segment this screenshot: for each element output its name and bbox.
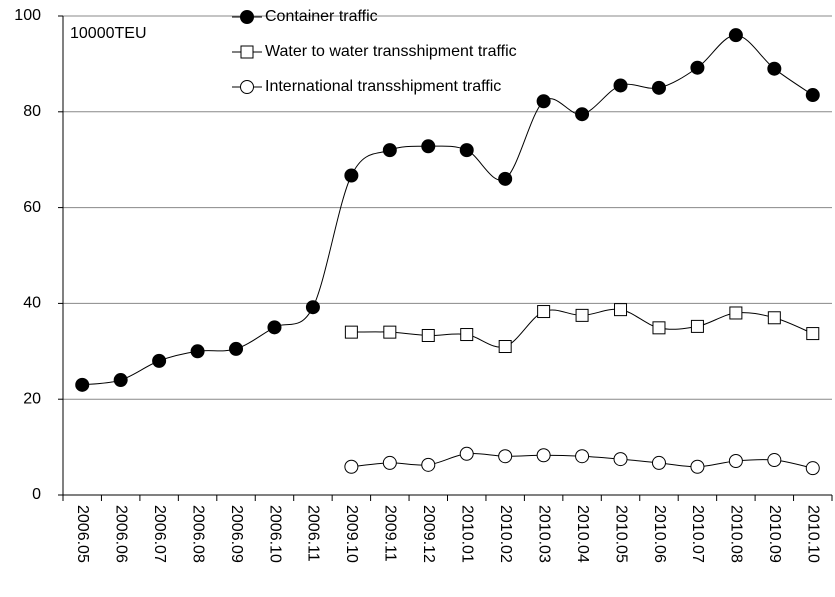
y-tick-label: 20	[23, 390, 41, 407]
x-tick-label: 2006.05	[74, 505, 91, 563]
marker	[75, 377, 90, 392]
y-tick-label: 100	[14, 7, 41, 24]
marker	[652, 321, 666, 335]
marker	[536, 448, 551, 463]
marker	[575, 107, 590, 122]
marker	[240, 10, 254, 24]
x-tick-label: 2010.07	[689, 505, 706, 563]
x-tick-label: 2010.03	[535, 505, 552, 563]
marker	[498, 449, 513, 464]
marker	[728, 28, 743, 43]
marker	[767, 311, 781, 325]
marker	[613, 78, 628, 93]
x-tick-label: 2006.07	[151, 505, 168, 563]
marker	[690, 459, 705, 474]
x-tick-label: 2006.10	[266, 505, 283, 563]
series-line	[82, 34, 814, 386]
marker	[651, 455, 666, 470]
marker	[344, 459, 359, 474]
marker	[344, 325, 358, 339]
marker	[344, 168, 359, 183]
legend-label: Container traffic	[265, 8, 378, 25]
marker	[152, 353, 167, 368]
marker	[421, 457, 436, 472]
marker	[459, 446, 474, 461]
marker	[113, 373, 128, 388]
x-tick-label: 2010.04	[574, 505, 591, 563]
marker	[383, 325, 397, 339]
marker	[729, 306, 743, 320]
marker	[690, 319, 704, 333]
marker	[575, 449, 590, 464]
marker	[382, 143, 397, 158]
legend-label: Water to water transshipment traffic	[265, 43, 517, 60]
marker	[536, 94, 551, 109]
marker	[767, 453, 782, 468]
marker	[267, 320, 282, 335]
marker	[767, 61, 782, 76]
marker	[190, 344, 205, 359]
marker	[460, 328, 474, 342]
x-tick-label: 2010.06	[651, 505, 668, 563]
marker	[421, 328, 435, 342]
y-tick-label: 80	[23, 103, 41, 120]
marker	[498, 340, 512, 354]
x-tick-label: 2010.05	[612, 505, 629, 563]
y-tick-label: 60	[23, 199, 41, 216]
x-tick-label: 2010.10	[805, 505, 822, 563]
x-tick-label: 2010.08	[728, 505, 745, 563]
marker	[613, 452, 628, 467]
marker	[805, 461, 820, 476]
marker	[537, 305, 551, 319]
x-tick-label: 2006.06	[112, 505, 129, 563]
x-tick-label: 2006.11	[305, 505, 322, 562]
marker	[305, 300, 320, 315]
legend-label: International transshipment traffic	[265, 78, 501, 95]
x-tick-label: 2009.11	[382, 505, 399, 562]
x-tick-label: 2009.10	[343, 505, 360, 563]
y-tick-label: 40	[23, 295, 41, 312]
x-tick-label: 2010.01	[458, 505, 475, 563]
marker	[805, 88, 820, 103]
y-axis-label: 10000TEU	[70, 25, 147, 42]
marker	[240, 80, 254, 94]
marker	[459, 143, 474, 158]
x-tick-label: 2006.09	[228, 505, 245, 563]
x-tick-label: 2010.02	[497, 505, 514, 563]
marker	[382, 455, 397, 470]
marker	[690, 60, 705, 75]
marker	[614, 303, 628, 317]
marker	[651, 80, 666, 95]
marker	[728, 453, 743, 468]
marker	[229, 341, 244, 356]
marker	[575, 308, 589, 322]
marker	[498, 171, 513, 186]
x-tick-label: 2010.09	[766, 505, 783, 563]
x-tick-label: 2006.08	[189, 505, 206, 563]
marker	[421, 139, 436, 154]
marker	[240, 45, 254, 59]
x-tick-label: 2009.12	[420, 505, 437, 563]
y-tick-label: 0	[32, 486, 41, 503]
marker	[806, 327, 820, 341]
